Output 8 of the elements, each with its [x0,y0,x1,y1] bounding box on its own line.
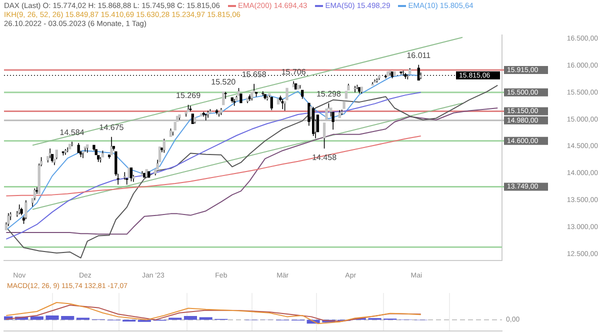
annotation: 15.520 [211,77,236,86]
annotation: 16.011 [406,51,432,60]
annotation: 14.584 [60,128,85,137]
annotation: 15.269 [176,91,202,100]
annotation: 14.458 [312,152,338,162]
annotation: 15.658 [242,70,267,80]
annotation: 15.298 [316,89,342,98]
annotation: 14.675 [99,123,124,132]
